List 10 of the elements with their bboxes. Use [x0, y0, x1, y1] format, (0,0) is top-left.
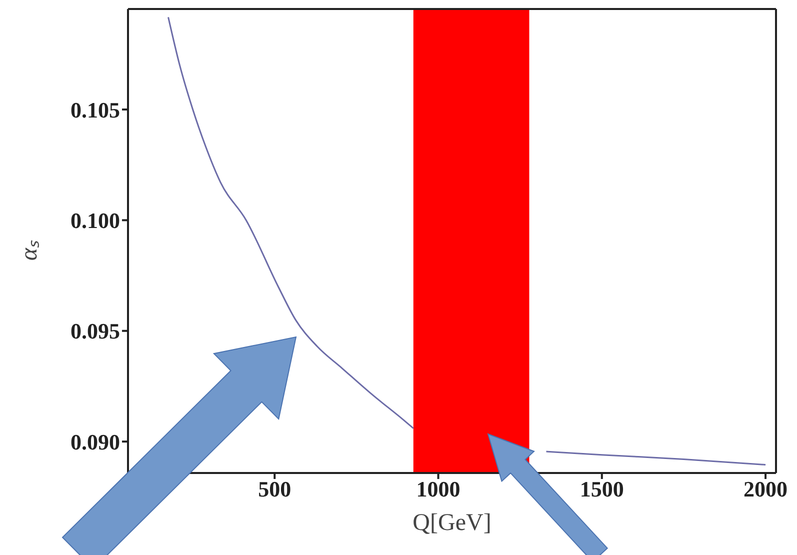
y-axis-title: αₛ	[16, 240, 43, 261]
y-tick-label: 0.105	[70, 97, 120, 122]
x-tick-label: 1000	[416, 476, 460, 502]
y-tick-label: 0.090	[70, 429, 120, 454]
y-tick-label: 0.095	[70, 318, 120, 344]
y-tick-label: 0.100	[70, 208, 120, 233]
x-tick-label: 2000	[744, 476, 788, 502]
x-axis-title: Q[GeV]	[412, 510, 492, 536]
x-tick-label: 500	[258, 476, 292, 502]
x-tick-label: 1500	[580, 476, 624, 502]
